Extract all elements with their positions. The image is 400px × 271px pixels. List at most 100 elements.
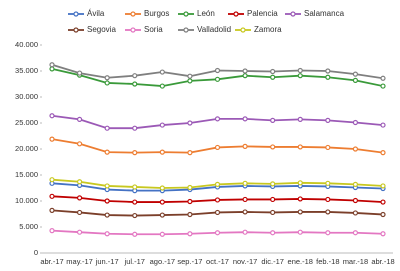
data-point	[76, 229, 83, 235]
data-point	[104, 212, 110, 218]
data-point	[352, 181, 359, 187]
data-point	[242, 196, 248, 203]
y-tick-label: 35.000	[15, 66, 38, 75]
data-point	[380, 211, 386, 218]
data-point	[270, 209, 276, 216]
data-point	[132, 199, 138, 205]
legend-label: Zamora	[254, 25, 282, 34]
data-point	[352, 230, 359, 236]
data-point	[104, 75, 110, 81]
data-point	[297, 116, 303, 122]
data-point	[76, 70, 83, 76]
data-point	[187, 150, 193, 156]
data-point	[325, 117, 331, 124]
data-point	[352, 71, 359, 77]
data-point	[352, 210, 359, 216]
data-point	[325, 68, 331, 74]
data-point	[325, 196, 331, 203]
data-point	[297, 67, 303, 74]
x-tick-label: jun.-17	[95, 257, 119, 266]
data-point	[325, 74, 331, 80]
data-point	[214, 116, 221, 122]
legend-label: Segovia	[87, 25, 116, 34]
data-point	[132, 184, 138, 190]
data-point	[159, 199, 165, 205]
data-point	[352, 197, 359, 204]
data-point	[380, 83, 386, 89]
data-point	[380, 183, 386, 189]
data-point	[242, 73, 248, 79]
data-point	[159, 231, 165, 237]
data-point	[297, 196, 303, 202]
legend-item: Zamora	[235, 25, 282, 34]
data-point	[132, 212, 138, 219]
data-point	[325, 209, 331, 215]
data-point	[380, 75, 386, 81]
data-point	[49, 228, 55, 234]
data-point	[297, 144, 303, 150]
data-point	[242, 229, 248, 235]
data-point	[214, 76, 221, 82]
data-point	[325, 180, 331, 186]
legend-marker	[233, 11, 239, 17]
data-point	[270, 196, 276, 203]
data-point	[214, 181, 221, 187]
legend-label: Valladolid	[197, 25, 231, 34]
data-point	[104, 125, 110, 131]
data-point	[270, 144, 276, 150]
data-point	[187, 120, 193, 126]
data-point	[214, 144, 221, 151]
x-tick-label: feb.-18	[316, 257, 339, 266]
data-point	[132, 81, 138, 87]
x-tick-label: dic.-17	[261, 257, 284, 266]
data-point	[297, 73, 303, 79]
legend-item: Burgos	[125, 9, 169, 18]
x-tick-label: nov.-17	[233, 257, 257, 266]
data-point	[380, 122, 386, 128]
legend-item: León	[178, 9, 215, 18]
legend-marker	[73, 27, 79, 33]
data-point	[325, 230, 331, 236]
legend-marker	[130, 11, 136, 17]
data-point	[132, 125, 138, 131]
y-tick-label: 15.000	[15, 170, 38, 179]
legend-marker	[183, 11, 189, 17]
data-point	[49, 136, 55, 142]
x-tick-label: ago.-17	[150, 257, 175, 266]
data-point	[159, 69, 165, 75]
data-point	[132, 231, 138, 237]
legend-label: Salamanca	[304, 9, 345, 18]
data-point	[132, 73, 138, 79]
data-point	[270, 181, 276, 187]
legend-item: Segovia	[68, 25, 116, 34]
y-tick-label: 25.000	[15, 118, 38, 127]
legend-item: Salamanca	[285, 9, 345, 18]
data-point	[159, 149, 165, 155]
y-tick-label: 30.000	[15, 92, 38, 101]
data-point	[214, 197, 221, 203]
data-point	[187, 184, 193, 191]
data-point	[270, 117, 276, 124]
data-point	[380, 150, 386, 156]
data-point	[270, 230, 276, 236]
data-point	[297, 180, 303, 186]
data-point	[49, 113, 55, 119]
data-point	[159, 185, 165, 191]
data-point	[104, 231, 110, 237]
legend-item: Ávila	[68, 9, 105, 18]
legend-item: Palencia	[228, 9, 278, 18]
legend-marker	[183, 27, 189, 33]
data-point	[187, 198, 193, 205]
data-point	[352, 77, 359, 83]
legend-marker	[240, 27, 246, 33]
data-point	[104, 80, 110, 86]
data-point	[132, 150, 138, 156]
x-tick-label: abr.-18	[371, 257, 394, 266]
legend-marker	[130, 27, 136, 33]
data-point	[187, 78, 193, 84]
legend-label: Soria	[144, 25, 163, 34]
data-point	[242, 143, 248, 149]
data-point	[214, 209, 221, 216]
data-point	[270, 74, 276, 80]
